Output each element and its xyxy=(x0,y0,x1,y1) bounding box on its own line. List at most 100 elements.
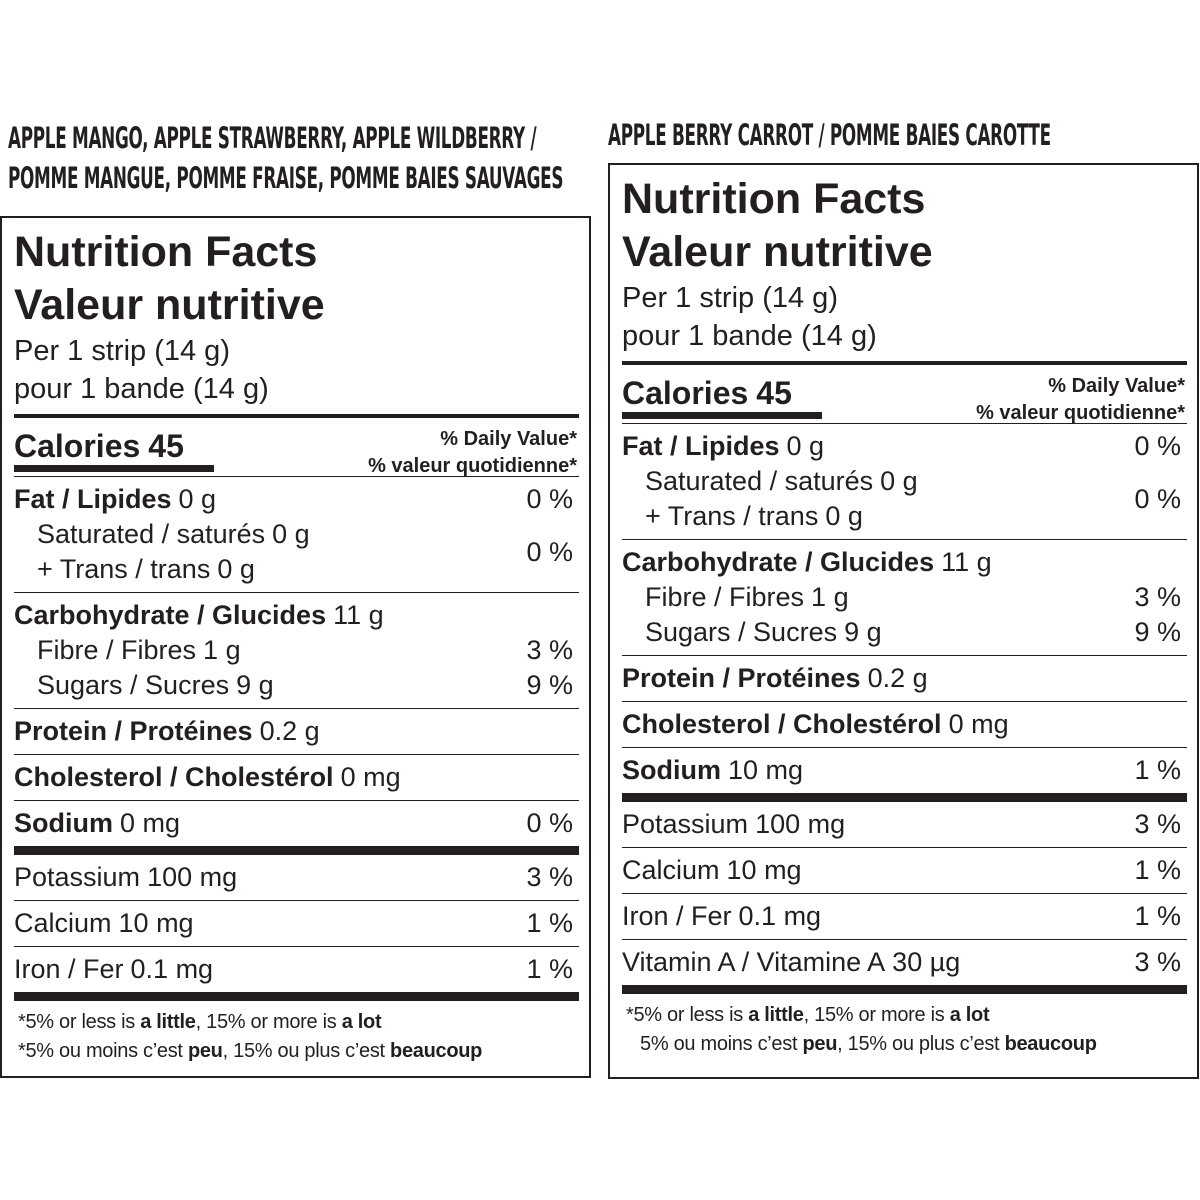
footnote: *5% or less is a little, 15% or more is … xyxy=(14,1001,579,1066)
daily-value: 1 % xyxy=(526,954,573,984)
nutrient-label: Saturated / saturés xyxy=(645,466,874,496)
footnote-part: peu xyxy=(187,1040,223,1062)
nutrient-label: Carbohydrate / Glucides xyxy=(14,600,327,630)
nutrient-amount: 0 g xyxy=(825,501,863,531)
nutrient-lines: Iron / Fer 0.1 mg xyxy=(14,952,213,987)
nutrient-line: Sugars / Sucres 9 g xyxy=(622,615,882,650)
daily-value: 1 % xyxy=(526,908,573,938)
nutrient-lines: Potassium 100 mg xyxy=(14,860,237,895)
footnote-part: *5% or less is xyxy=(626,1004,749,1026)
nutrient-row: Calcium 10 mg 1 % xyxy=(14,906,579,941)
nutrient-line: Fat / Lipides 0 g xyxy=(14,482,216,517)
footnote-part: , 15% or more is xyxy=(195,1011,342,1033)
nutrient-lines: Saturated / saturés 0 g + Trans / trans 0 g xyxy=(622,464,918,534)
nutrient-amount: 0.2 g xyxy=(259,716,320,746)
footnote-part: *5% ou moins c’est xyxy=(18,1040,188,1062)
panel-title: Nutrition Facts xyxy=(622,175,926,223)
nutrient-line: Carbohydrate / Glucides 11 g xyxy=(14,598,384,633)
daily-value: 1 % xyxy=(1134,855,1181,885)
footnote-part: beaucoup xyxy=(1004,1033,1097,1055)
nutrient-line: Iron / Fer 0.1 mg xyxy=(14,952,213,987)
nutrient-line: Fibre / Fibres 1 g xyxy=(14,633,241,668)
nutrient-line: + Trans / trans 0 g xyxy=(14,552,310,587)
nutrient-lines: Fat / Lipides 0 g xyxy=(14,482,216,517)
footnote: *5% or less is a little, 15% or more is … xyxy=(622,994,1187,1059)
nutrient-section: Iron / Fer 0.1 mg 1 % xyxy=(14,947,579,1001)
nutrient-amount: 1 g xyxy=(203,635,241,665)
nutrient-line: Sodium 10 mg xyxy=(622,753,803,788)
calories-value: 45 xyxy=(148,428,184,464)
nutrient-label: Sugars / Sucres xyxy=(645,617,838,647)
nutrient-lines: Sodium 0 mg xyxy=(14,806,180,841)
nutrient-line: Saturated / saturés 0 g xyxy=(14,517,310,552)
nutrient-line: Vitamin A / Vitamine A 30 µg xyxy=(622,945,960,980)
nutrient-amount: 9 g xyxy=(236,670,274,700)
nutrient-amount: 10 mg xyxy=(726,855,802,885)
footnote-part: 5% ou moins c’est xyxy=(640,1033,803,1055)
nutrient-amount: 0.2 g xyxy=(867,663,928,693)
nutrient-label: Sugars / Sucres xyxy=(37,670,230,700)
nutrient-row: Fibre / Fibres 1 g 3 % xyxy=(622,580,1187,615)
nutrient-label: Iron / Fer xyxy=(14,954,124,984)
nutrient-label: Saturated / saturés xyxy=(37,519,266,549)
nutrient-amount: 0 mg xyxy=(948,709,1009,739)
footnote-line: *5% or less is a little, 15% or more is … xyxy=(622,1001,1187,1030)
nutrient-section: Calcium 10 mg 1 % xyxy=(14,901,579,947)
nutrient-row: Fat / Lipides 0 g 0 % xyxy=(622,429,1187,464)
nutrient-row: Saturated / saturés 0 g + Trans / trans 0 g… xyxy=(622,464,1187,534)
nutrient-line: Calcium 10 mg xyxy=(622,853,802,888)
nutrient-label: Fat / Lipides xyxy=(14,484,172,514)
heading-line: POMME MANGUE, POMME FRAISE, POMME BAIES … xyxy=(8,161,564,195)
nutrient-label: Potassium xyxy=(622,809,749,839)
nutrient-label: Protein / Protéines xyxy=(622,663,861,693)
calories-row: Calories 45 % Daily Value* % valeur quotidi… xyxy=(622,365,1187,424)
nutrient-lines: Cholesterol / Cholestérol 0 mg xyxy=(14,760,401,795)
nutrient-row: Cholesterol / Cholestérol 0 mg xyxy=(14,760,579,795)
daily-value: 1 % xyxy=(1134,755,1181,785)
daily-value: 0 % xyxy=(1134,431,1181,461)
nutrient-line: Carbohydrate / Glucides 11 g xyxy=(622,545,992,580)
panel-title: Nutrition Facts xyxy=(14,228,318,276)
footnote-part: peu xyxy=(802,1033,838,1055)
heading-line: APPLE BERRY CARROT / POMME BAIES CAROTTE xyxy=(608,118,1051,152)
nutrient-row: Carbohydrate / Glucides 11 g xyxy=(622,545,1187,580)
nutrient-row: Iron / Fer 0.1 mg 1 % xyxy=(14,952,579,987)
nutrient-lines: Carbohydrate / Glucides 11 g xyxy=(14,598,384,633)
nutrient-lines: Sugars / Sucres 9 g xyxy=(622,615,882,650)
nutrient-line: Potassium 100 mg xyxy=(622,807,845,842)
nutrient-label: + Trans / trans xyxy=(645,501,819,531)
footnote-line: 5% ou moins c’est peu, 15% ou plus c’est… xyxy=(622,1030,1187,1059)
nutrient-row: Potassium 100 mg 3 % xyxy=(622,807,1187,842)
serving-size: Per 1 strip (14 g) xyxy=(14,335,230,367)
daily-value: 3 % xyxy=(526,635,573,665)
nutrient-lines: Fibre / Fibres 1 g xyxy=(14,633,241,668)
nutrient-line: Potassium 100 mg xyxy=(14,860,237,895)
nutrient-amount: 0 g xyxy=(272,519,310,549)
calories-rule xyxy=(622,412,822,419)
nutrient-label: Cholesterol / Cholestérol xyxy=(622,709,942,739)
nutrient-lines: Vitamin A / Vitamine A 30 µg xyxy=(622,945,960,980)
nutrient-label: Calcium xyxy=(622,855,720,885)
dv-header-line: % valeur quotidienne* xyxy=(976,402,1185,424)
calories-rule xyxy=(14,465,214,472)
nutrient-label: Calcium xyxy=(14,908,112,938)
nutrient-section: Iron / Fer 0.1 mg 1 % xyxy=(622,894,1187,940)
nutrient-amount: 0.1 mg xyxy=(130,954,214,984)
nutrient-row: Protein / Protéines 0.2 g xyxy=(14,714,579,749)
nutrient-lines: Sugars / Sucres 9 g xyxy=(14,668,274,703)
calories: Calories 45 xyxy=(14,426,184,466)
product-heading: APPLE BERRY CARROT / POMME BAIES CAROTTE xyxy=(608,115,1051,155)
nutrient-lines: Cholesterol / Cholestérol 0 mg xyxy=(622,707,1009,742)
nutrient-row: Sugars / Sucres 9 g 9 % xyxy=(14,668,579,703)
daily-value: 3 % xyxy=(526,862,573,892)
nutrient-amount: 0 g xyxy=(880,466,918,496)
nutrient-line: Saturated / saturés 0 g xyxy=(622,464,918,499)
daily-value: 0 % xyxy=(526,536,573,567)
nutrient-line: Protein / Protéines 0.2 g xyxy=(14,714,320,749)
daily-value: 1 % xyxy=(1134,901,1181,931)
nutrient-amount: 30 µg xyxy=(892,947,961,977)
nutrient-label: Fibre / Fibres xyxy=(37,635,197,665)
nutrient-section: Cholesterol / Cholestérol 0 mg xyxy=(622,702,1187,748)
